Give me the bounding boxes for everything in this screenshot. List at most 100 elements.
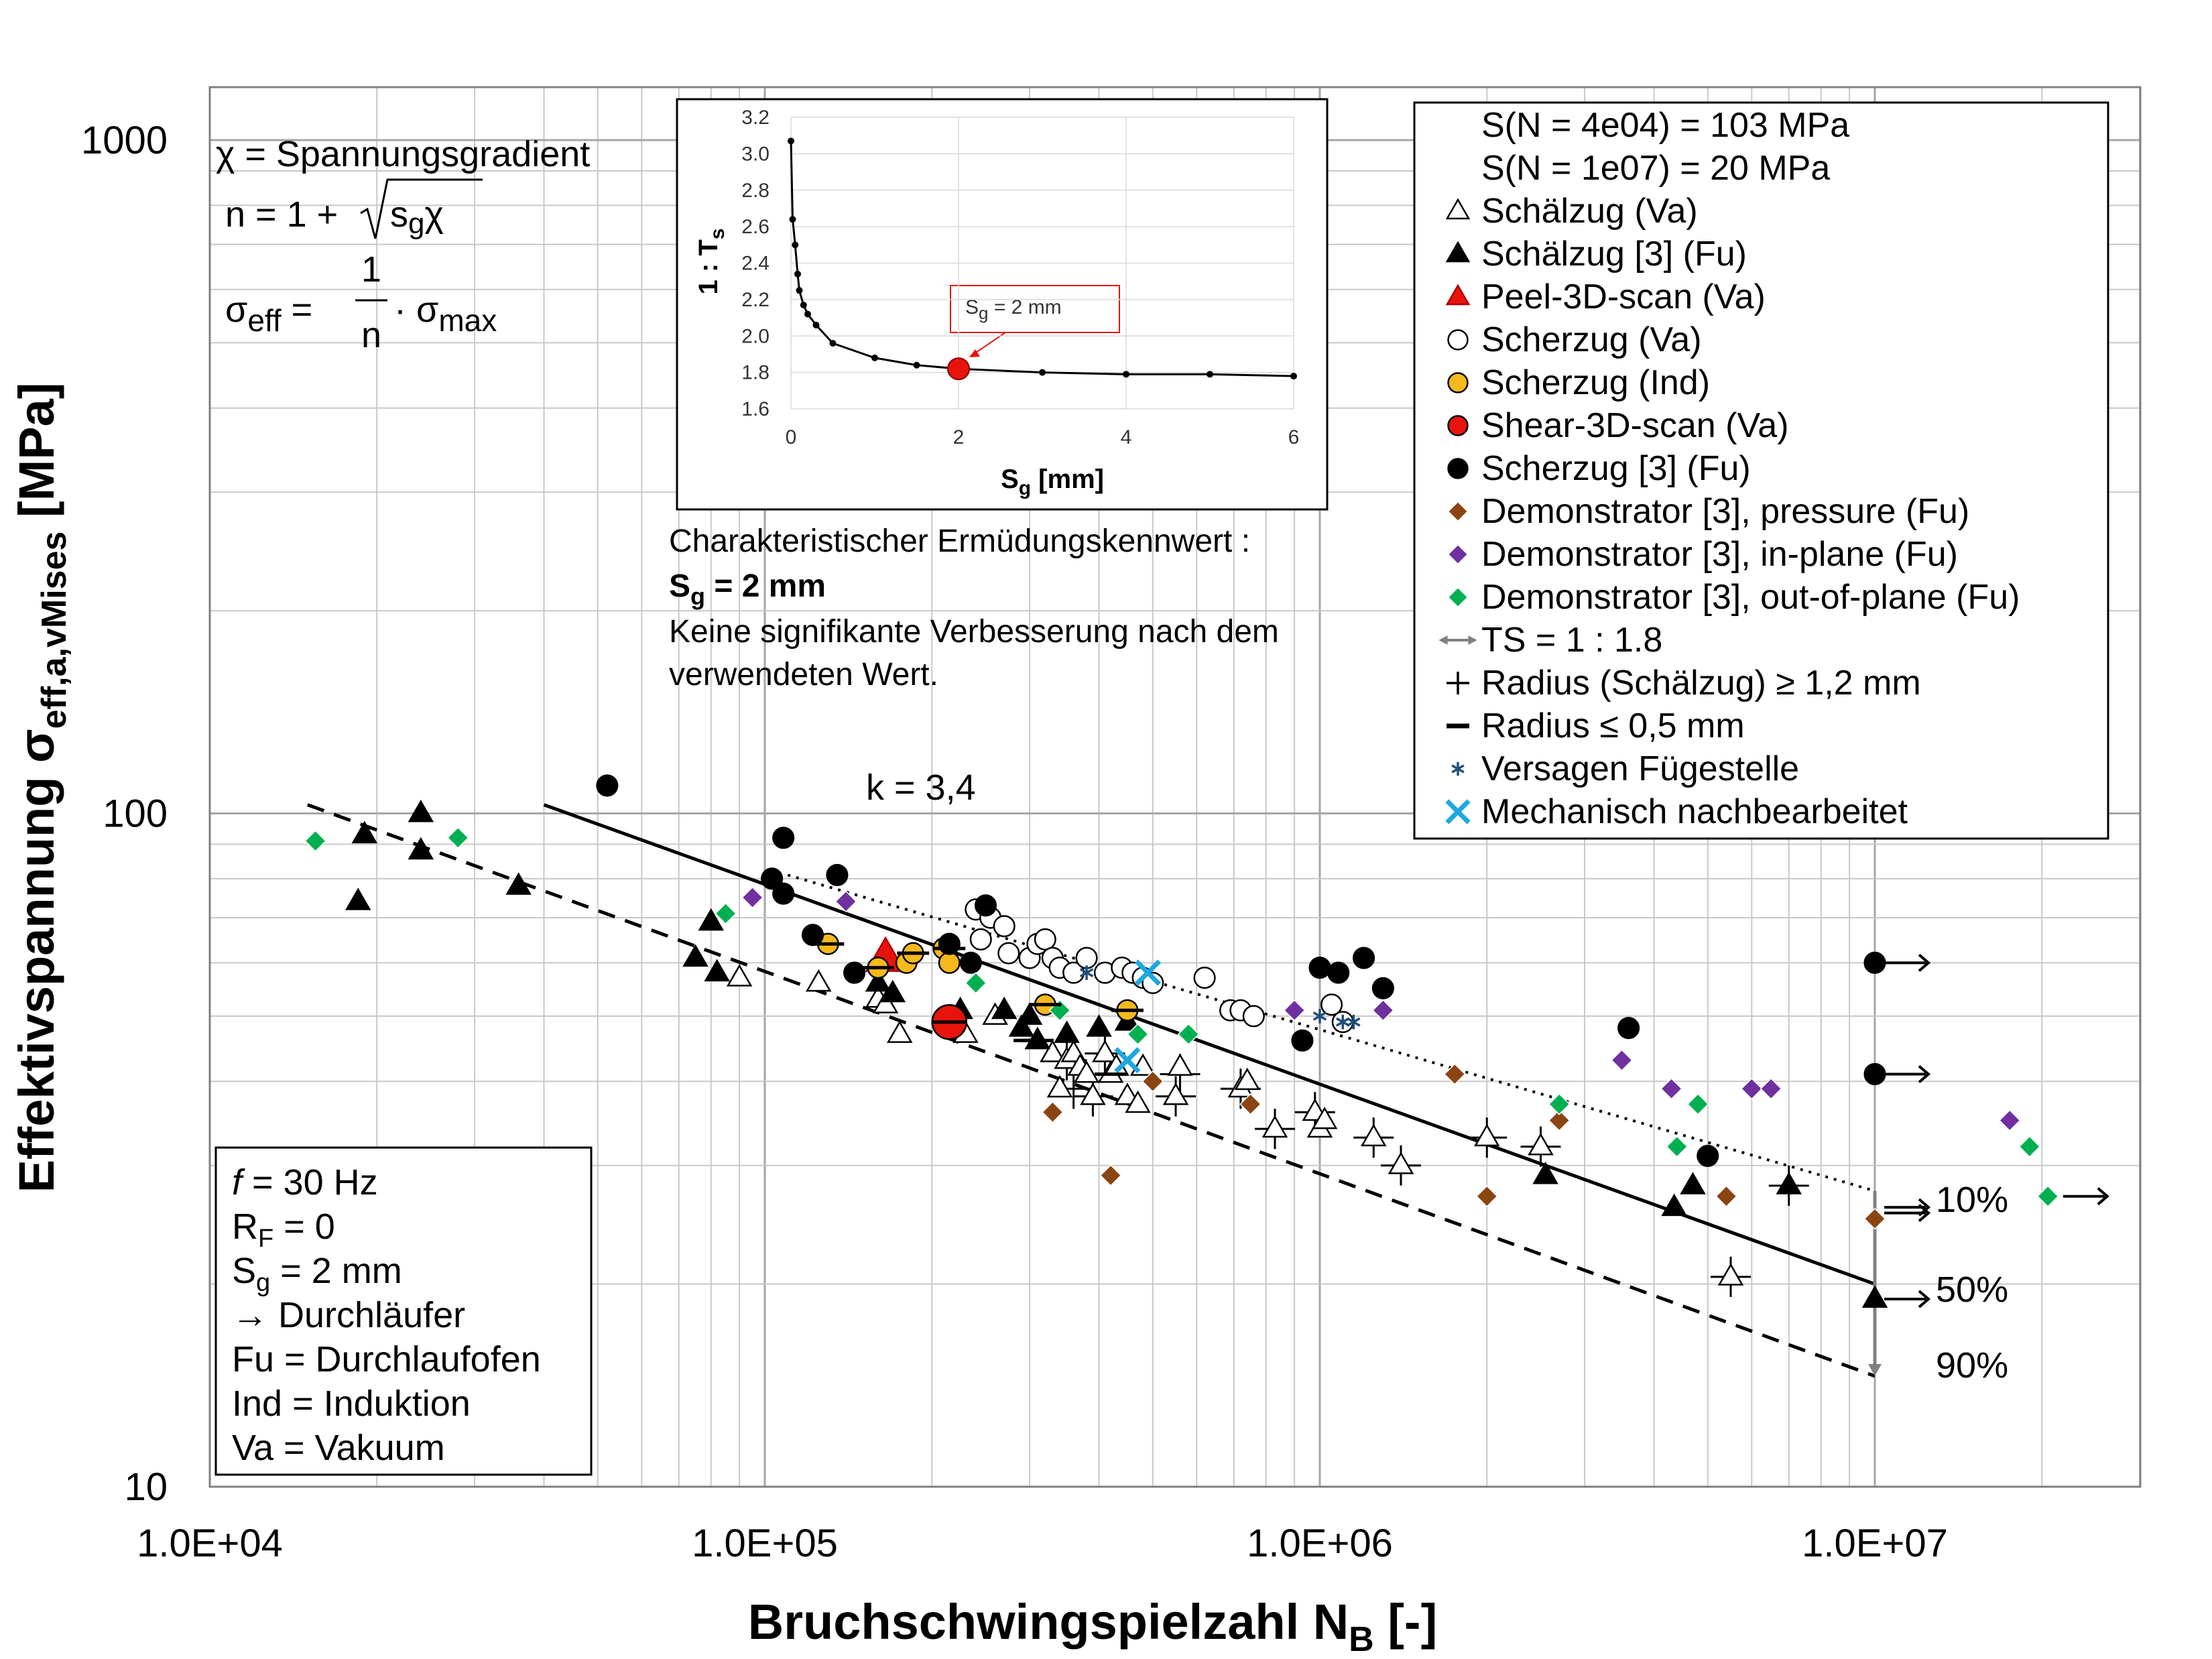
data-point	[772, 882, 795, 905]
data-point	[997, 942, 1020, 965]
marker-shape	[1099, 1164, 1122, 1186]
marker-shape	[1308, 957, 1331, 979]
legend-marker	[1447, 544, 1469, 565]
marker-stroke	[1451, 764, 1465, 774]
data-point	[1234, 1067, 1260, 1091]
data-point	[1062, 961, 1085, 984]
inset-y-title: 1 : Ts	[694, 229, 729, 295]
marker-stroke	[1079, 968, 1094, 978]
percent-label-50: 50%	[1936, 1270, 2008, 1310]
marker-shape	[1388, 1152, 1414, 1174]
marker-shape	[805, 969, 832, 992]
inset-chart: 1 : Ts Sg [mm] Sg = 2 mm 1.6 1.8 2.0 2.2 2.4…	[676, 98, 1329, 511]
inset-x-tick: 6	[1288, 426, 1300, 448]
data-point	[1548, 1093, 1571, 1115]
formula-sigma-eff: σeff =	[225, 290, 312, 338]
inset-x-tick: 4	[1121, 426, 1132, 448]
data-point	[351, 820, 378, 844]
marker-shape	[1445, 198, 1471, 220]
data-point	[879, 979, 906, 1003]
legend-marker	[1445, 198, 1471, 220]
inset-point	[1207, 371, 1213, 378]
marker-shape	[993, 915, 1016, 938]
marker-shape	[351, 820, 378, 844]
data-point	[969, 928, 992, 950]
data-point	[1099, 1164, 1122, 1186]
data-point	[835, 890, 857, 913]
data-point	[1353, 946, 1375, 969]
params-box: f = 30 Hz RF = 0 Sg = 2 mm → Durchläufer…	[214, 1146, 593, 1476]
inset-point	[796, 287, 803, 294]
data-point	[772, 826, 795, 849]
note-line3: Keine signifikante Verbesserung nach dem	[669, 614, 1279, 650]
data-point	[1740, 1077, 1763, 1100]
data-point	[1660, 1077, 1682, 1100]
note: Charakteristischer Ermüdungskennwert : S…	[669, 524, 1279, 692]
data-point	[1079, 965, 1094, 980]
data-point	[1054, 1020, 1080, 1043]
inset-x-title: Sg [mm]	[1001, 465, 1104, 499]
marker-shape	[1080, 1083, 1106, 1105]
marker-shape	[1863, 1062, 1886, 1086]
marker-shape	[698, 908, 725, 931]
marker-shape	[1861, 1285, 1888, 1308]
marker-shape	[1142, 971, 1164, 994]
marker-shape	[2036, 1185, 2059, 1208]
marker-shape	[1242, 1005, 1265, 1028]
marker-shape	[1447, 458, 1469, 479]
data-point	[1532, 1162, 1558, 1184]
upper-line	[787, 873, 1876, 1192]
data-point	[1016, 1002, 1043, 1025]
legend: S(N = 4e04) = 103 MPa S(N = 1e07) = 20 M…	[1413, 101, 2109, 840]
legend-label: Scherzug [3] (Fu)	[1481, 449, 1751, 488]
data-point	[1040, 1040, 1066, 1062]
marker-shape	[997, 942, 1020, 965]
inset-point	[1290, 373, 1297, 380]
y-axis-title: Effektivspannung σeff,a,vMises [MPa]	[9, 383, 74, 1193]
legend-label: Demonstrator [3], out-of-plane (Fu)	[1481, 578, 2020, 617]
data-point	[596, 774, 619, 797]
marker-shape	[741, 886, 763, 909]
data-point	[826, 863, 849, 886]
marker-shape	[772, 882, 795, 905]
params-box-frame	[214, 1146, 593, 1476]
marker-shape	[1776, 1172, 1802, 1194]
marker-shape	[1125, 1090, 1151, 1113]
marker-shape	[1528, 1133, 1554, 1156]
marker-shape	[969, 928, 992, 950]
inset-point	[794, 270, 801, 278]
data-point	[1327, 961, 1350, 984]
scatter-band-arrowhead	[1868, 1363, 1882, 1376]
marker-shape	[1371, 977, 1394, 999]
inset-highlight-point	[947, 357, 970, 381]
inset-point	[792, 241, 799, 249]
formula-box: χ = Spannungsgradient n = 1 + sgχ σeff =…	[216, 134, 590, 355]
marker-shape	[1041, 1101, 1064, 1123]
legend-label: Versagen Fügestelle	[1481, 749, 1799, 788]
data-point	[1262, 1115, 1288, 1138]
marker-shape	[1327, 961, 1350, 984]
marker-shape	[974, 894, 997, 917]
legend-label: Shear-3D-scan (Va)	[1481, 406, 1789, 445]
legend-marker	[1447, 501, 1469, 522]
formula-sigma-max: · σmax	[394, 290, 497, 338]
marker-shape	[345, 887, 371, 910]
data-point	[1024, 1026, 1051, 1050]
param-frequency: f = 30 Hz	[232, 1162, 378, 1203]
data-point	[1475, 1185, 1498, 1208]
data-point	[1863, 1062, 1886, 1086]
data-point	[1346, 1014, 1361, 1030]
param-va: Va = Vakuum	[232, 1428, 445, 1468]
data-point	[959, 951, 982, 974]
marker-stroke	[1114, 1047, 1141, 1074]
legend-marker	[1445, 241, 1471, 263]
data-point	[1686, 1093, 1709, 1115]
data-point	[2036, 1185, 2059, 1208]
legend-marker	[1447, 415, 1469, 436]
marker-shape	[1715, 1185, 1737, 1208]
x-axis-title: Bruchschwingspielzahl NB [-]	[748, 1594, 1437, 1659]
legend-label: Demonstrator [3], pressure (Fu)	[1481, 492, 1969, 531]
marker-arrowhead	[1468, 635, 1477, 645]
marker-shape	[1447, 329, 1469, 351]
